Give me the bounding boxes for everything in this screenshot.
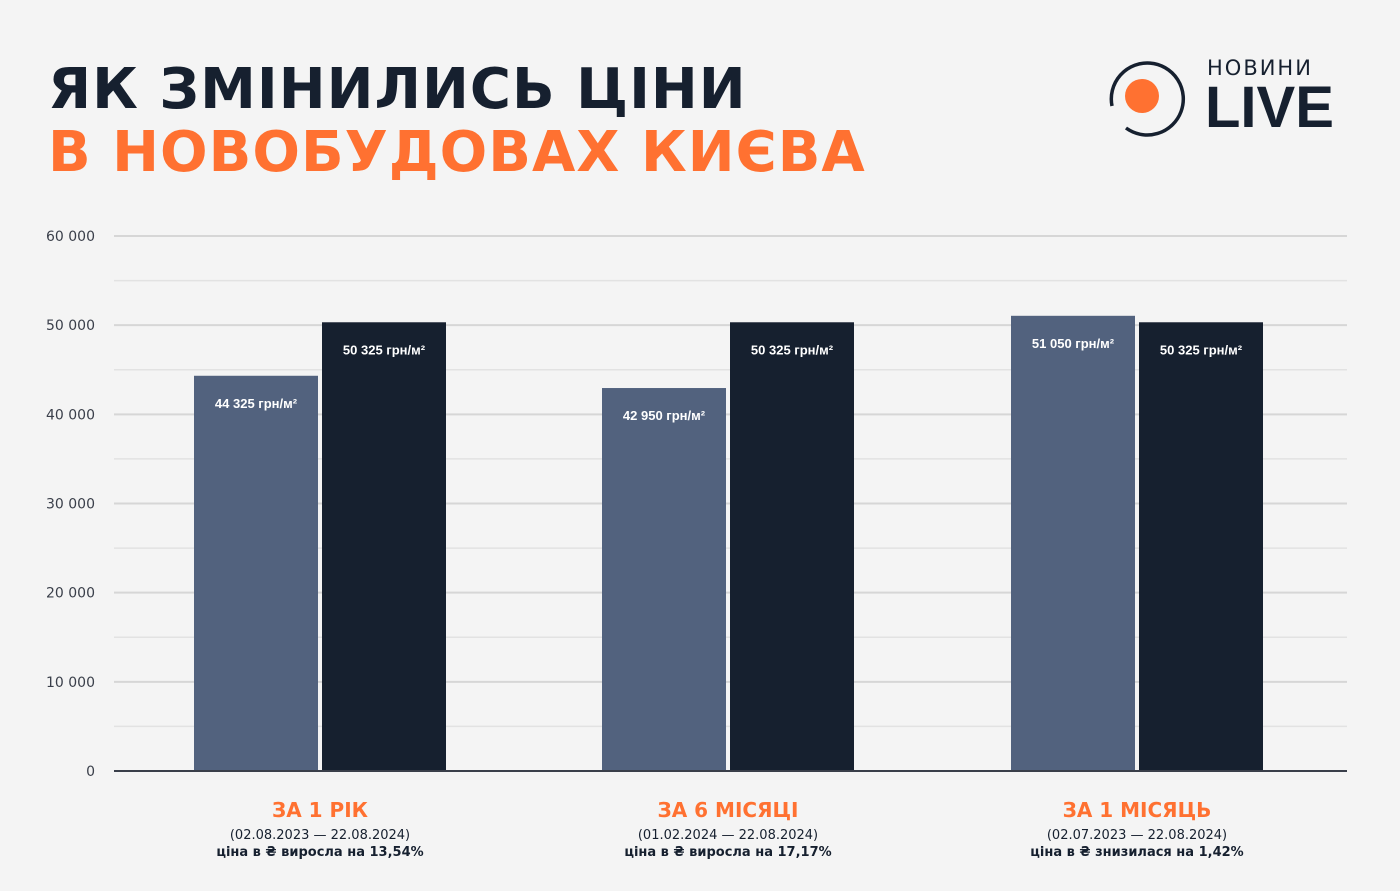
bar-value-label: 44 325 грн/м² bbox=[215, 396, 298, 411]
bar bbox=[1011, 315, 1135, 771]
title-line-1: ЯК ЗМІНИЛИСЬ ЦІНИ bbox=[48, 57, 747, 122]
logo-circle-icon bbox=[1109, 61, 1186, 137]
y-tick-label: 10 000 bbox=[46, 675, 95, 691]
logo-sub: НОВИНИ bbox=[1207, 56, 1313, 80]
category-note: ціна в ₴ знизилася на 1,42% bbox=[1030, 845, 1244, 860]
category-title: ЗА 6 МІСЯЦІ bbox=[657, 798, 799, 822]
bar bbox=[322, 322, 446, 771]
category-range: (01.02.2024 — 22.08.2024) bbox=[637, 828, 819, 843]
y-tick-label: 50 000 bbox=[46, 318, 95, 334]
category-range: (02.08.2023 — 22.08.2024) bbox=[229, 828, 411, 843]
y-tick-label: 0 bbox=[86, 764, 95, 780]
bar-value-label: 42 950 грн/м² bbox=[623, 408, 706, 423]
y-tick-label: 40 000 bbox=[46, 407, 95, 423]
category-title: ЗА 1 МІСЯЦЬ bbox=[1062, 798, 1212, 822]
logo-main: LIVE bbox=[1205, 75, 1334, 140]
category-label: ЗА 1 РІК (02.08.2023 — 22.08.2024) ціна в … bbox=[160, 798, 480, 860]
y-tick-label: 20 000 bbox=[46, 586, 95, 602]
y-tick-label: 30 000 bbox=[46, 497, 95, 513]
bar bbox=[730, 322, 854, 771]
bar-value-label: 50 325 грн/м² bbox=[751, 342, 834, 357]
category-note: ціна в ₴ виросла на 13,54% bbox=[216, 845, 424, 860]
category-label: ЗА 1 МІСЯЦЬ (02.07.2023 — 22.08.2024) ціна… bbox=[977, 798, 1297, 860]
category-range: (02.07.2023 — 22.08.2024) bbox=[1046, 828, 1228, 843]
bar-value-label: 50 325 грн/м² bbox=[1160, 342, 1243, 357]
y-tick-label: 60 000 bbox=[46, 229, 95, 245]
bar bbox=[1139, 322, 1263, 771]
title-line-2: В НОВОБУДОВАХ КИЄВА bbox=[48, 120, 866, 185]
bar-value-label: 51 050 грн/м² bbox=[1032, 336, 1115, 351]
category-title: ЗА 1 РІК bbox=[272, 798, 368, 822]
bar bbox=[602, 388, 726, 771]
category-label: ЗА 6 МІСЯЦІ (01.02.2024 — 22.08.2024) ціна… bbox=[568, 798, 888, 860]
bar bbox=[194, 375, 318, 771]
category-note: ціна в ₴ виросла на 17,17% bbox=[624, 845, 832, 860]
bar-value-label: 50 325 грн/м² bbox=[343, 342, 426, 357]
